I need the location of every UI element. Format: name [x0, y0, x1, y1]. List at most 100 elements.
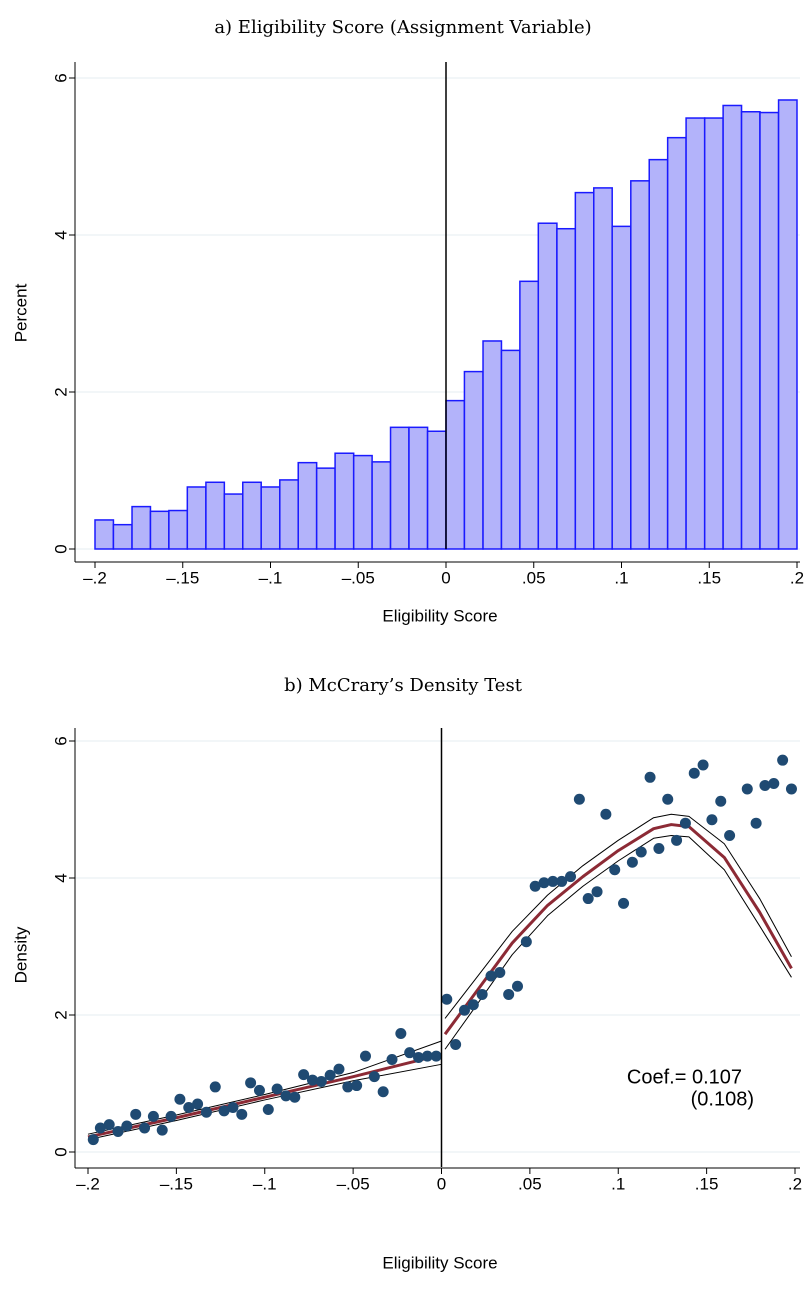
- y-tick-label: 0: [51, 1147, 70, 1156]
- point: [750, 817, 762, 829]
- bar: [371, 461, 392, 550]
- annotation: Coef.= 0.107: [627, 1066, 742, 1088]
- bar: [426, 430, 447, 550]
- point: [512, 980, 524, 992]
- x-axis-title: Eligibility Score: [382, 1253, 497, 1272]
- point: [573, 793, 585, 805]
- y-tick-label: 2: [51, 387, 70, 396]
- point: [430, 1050, 442, 1062]
- point: [644, 771, 656, 783]
- point: [87, 1134, 99, 1146]
- bar: [519, 280, 540, 550]
- bar: [666, 136, 687, 550]
- bar: [759, 111, 780, 550]
- point: [715, 795, 727, 807]
- bar: [685, 117, 706, 550]
- bar: [149, 510, 170, 550]
- x-tick-label: –.15: [160, 1174, 193, 1193]
- point: [529, 880, 541, 892]
- point: [377, 1086, 389, 1098]
- point: [600, 808, 612, 820]
- point: [324, 1069, 336, 1081]
- bar: [482, 340, 503, 550]
- point: [227, 1101, 239, 1113]
- point: [494, 967, 506, 979]
- x-tick-label: .1: [614, 568, 628, 587]
- point: [565, 871, 577, 883]
- bar: [648, 158, 669, 550]
- point: [192, 1098, 204, 1110]
- point: [395, 1027, 407, 1039]
- point: [582, 893, 594, 905]
- point: [547, 875, 559, 887]
- point: [156, 1124, 168, 1136]
- point: [591, 886, 603, 898]
- bar: [223, 493, 244, 550]
- point: [333, 1063, 345, 1075]
- x-axis-title: Eligibility Score: [382, 606, 497, 625]
- x-tick-label: 0: [437, 1174, 446, 1193]
- point: [503, 988, 515, 1000]
- x-tick-label: –.05: [337, 1174, 370, 1193]
- y-tick-label: 0: [51, 544, 70, 553]
- chart-title: b) McCrary’s Density Test: [284, 675, 523, 696]
- point: [351, 1080, 363, 1092]
- point: [404, 1047, 416, 1059]
- point: [121, 1120, 133, 1132]
- y-tick-label: 6: [51, 736, 70, 745]
- fit-line: [443, 823, 793, 1036]
- point: [618, 897, 630, 909]
- point: [520, 936, 532, 948]
- bar: [260, 486, 281, 550]
- bar: [186, 486, 207, 550]
- x-tick-label: .05: [518, 1174, 542, 1193]
- point: [653, 843, 665, 855]
- point: [421, 1050, 433, 1062]
- point: [635, 846, 647, 858]
- point: [342, 1081, 354, 1093]
- point: [139, 1122, 151, 1134]
- point: [441, 993, 453, 1005]
- bar: [352, 454, 373, 550]
- y-tick-label: 4: [51, 230, 70, 239]
- point: [183, 1101, 195, 1113]
- bar: [556, 227, 577, 550]
- point: [413, 1051, 425, 1063]
- point: [245, 1077, 257, 1089]
- bar: [537, 222, 558, 550]
- point: [679, 817, 691, 829]
- point: [315, 1075, 327, 1087]
- x-tick-label: –.2: [76, 1174, 100, 1193]
- point: [289, 1091, 301, 1103]
- x-tick-label: –.05: [342, 568, 375, 587]
- point: [485, 970, 497, 982]
- bar: [722, 104, 743, 550]
- point: [359, 1050, 371, 1062]
- bar: [131, 505, 152, 550]
- bar: [611, 225, 632, 550]
- point: [112, 1125, 124, 1137]
- x-tick-label: .1: [611, 1174, 625, 1193]
- bar: [112, 523, 133, 550]
- x-tick-label: .15: [697, 568, 721, 587]
- bar: [463, 370, 484, 550]
- annotation: (0.108): [691, 1088, 754, 1110]
- bar: [777, 99, 798, 550]
- x-tick-label: –.2: [83, 568, 107, 587]
- point: [165, 1110, 177, 1122]
- x-tick-label: .2: [790, 568, 804, 587]
- bar: [389, 426, 410, 550]
- point: [759, 780, 771, 792]
- point: [697, 759, 709, 771]
- bar: [703, 117, 724, 550]
- point: [271, 1083, 283, 1095]
- bar: [315, 467, 336, 550]
- bar: [574, 191, 595, 550]
- y-axis-title: Percent: [11, 283, 30, 342]
- bar: [168, 509, 189, 550]
- point: [298, 1069, 310, 1081]
- point: [626, 856, 638, 868]
- bar: [500, 349, 521, 550]
- ci-line: [87, 1040, 442, 1135]
